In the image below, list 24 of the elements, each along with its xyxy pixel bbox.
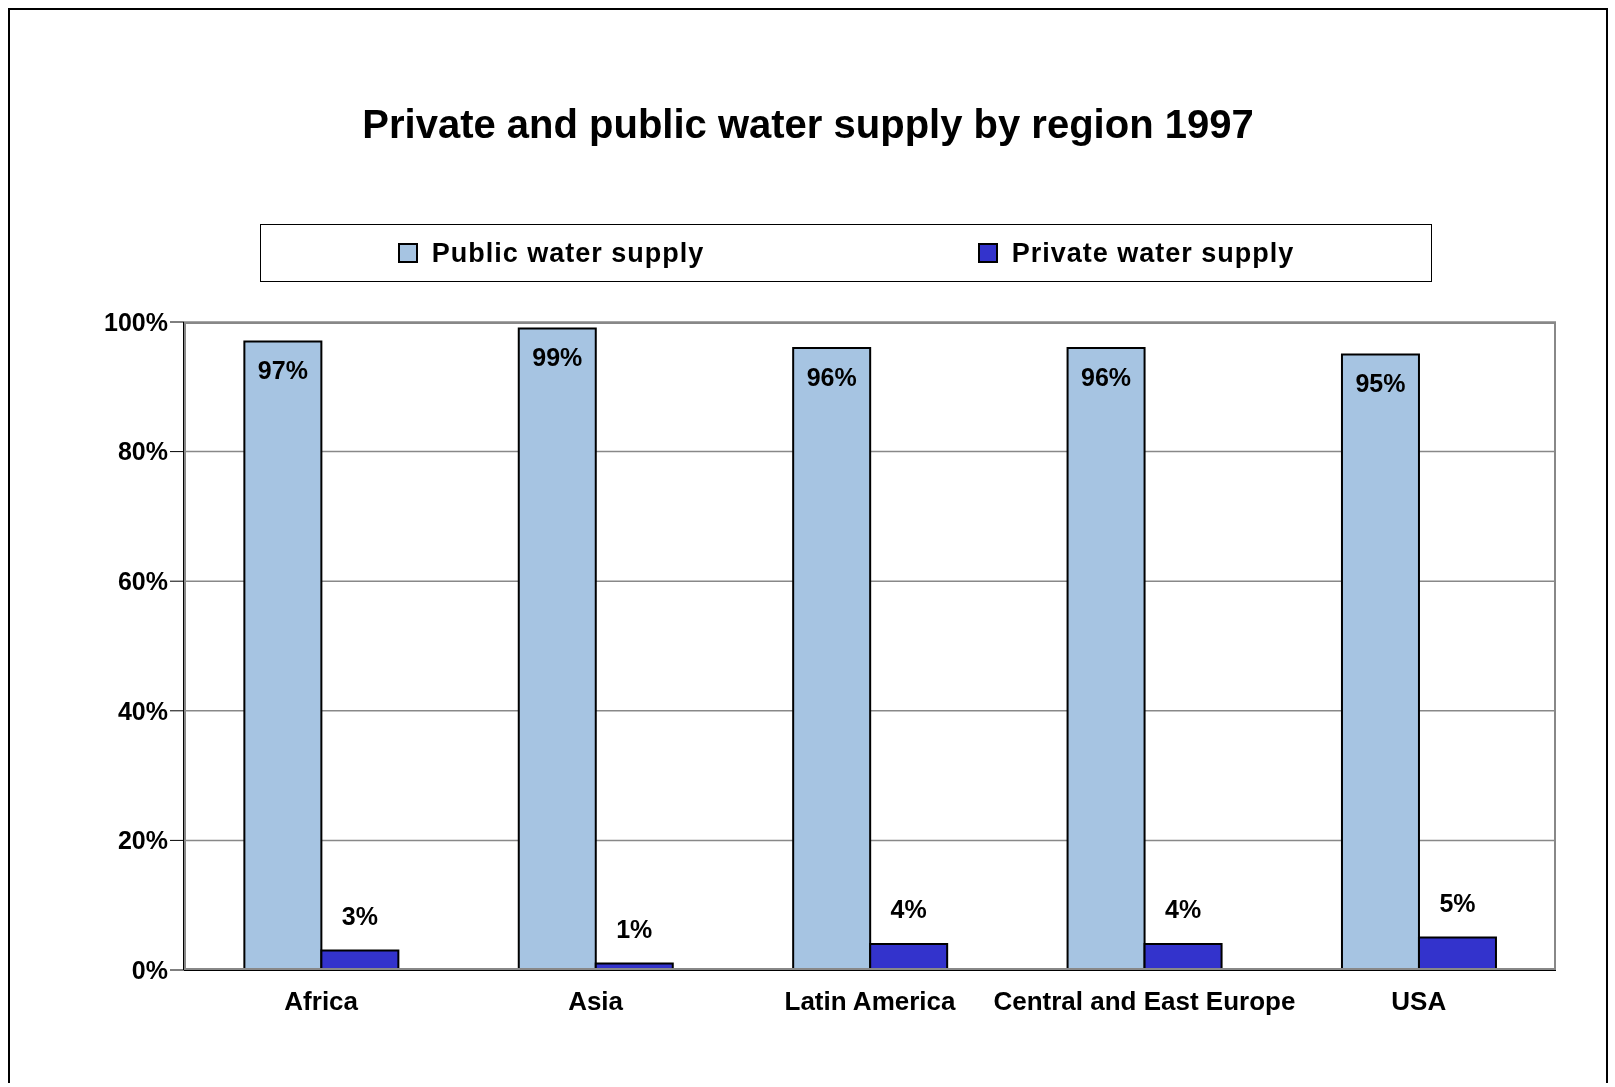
x-tick-label: Central and East Europe: [993, 986, 1296, 1017]
data-label: 4%: [1165, 895, 1202, 924]
x-tick-label: Asia: [568, 986, 624, 1017]
y-tick-label: 20%: [117, 826, 168, 855]
y-tick-label: 80%: [117, 437, 168, 466]
y-tick-label: 0%: [131, 955, 168, 984]
y-tick-label: 40%: [117, 696, 168, 725]
x-tick-label: USA: [1391, 986, 1447, 1017]
legend-label: Private water supply: [1011, 237, 1295, 269]
y-tick-label: 100%: [104, 307, 168, 336]
y-tick-label: 60%: [117, 567, 168, 596]
data-label: 4%: [890, 895, 927, 924]
data-label: 1%: [616, 914, 653, 943]
data-label: 95%: [1355, 369, 1406, 398]
x-tick-label: Latin America: [784, 986, 957, 1017]
chart-title: Private and public water supply by region 1997: [361, 102, 1255, 147]
data-label: 97%: [257, 356, 308, 385]
data-label: 96%: [1081, 362, 1132, 391]
data-label: 3%: [341, 901, 378, 930]
data-label: 99%: [532, 343, 583, 372]
data-label: 96%: [806, 362, 857, 391]
legend-label: Public water supply: [431, 237, 705, 269]
data-label: 5%: [1439, 888, 1476, 917]
x-tick-label: Africa: [284, 986, 359, 1017]
